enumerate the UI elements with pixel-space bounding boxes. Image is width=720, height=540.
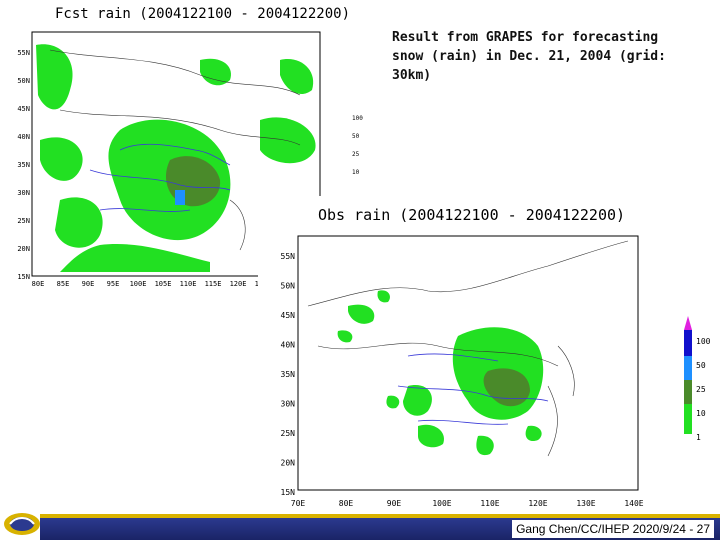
obs-lat-label: 45N <box>281 311 296 320</box>
forecast-rain-areas <box>36 44 316 272</box>
obs-lat-label: 20N <box>281 459 296 468</box>
observation-rain-areas <box>337 290 544 456</box>
forecast-lon-label: 85E <box>57 280 70 288</box>
obs-lat-label: 25N <box>281 429 296 438</box>
forecast-cb-label: 100 <box>352 115 363 122</box>
forecast-lat-label: 45N <box>17 105 30 113</box>
obs-lon-label: 80E <box>339 499 354 508</box>
forecast-map-panel: Fcst rain (2004122100 - 2004122200) 55N 5… <box>0 0 363 300</box>
obs-lon-label: 140E <box>624 499 643 508</box>
obs-lon-label: 90E <box>387 499 402 508</box>
forecast-lat-label: 55N <box>17 49 30 57</box>
forecast-lon-label: 90E <box>82 280 95 288</box>
forecast-lat-label: 25N <box>17 217 30 225</box>
forecast-lat-label: 40N <box>17 133 30 141</box>
footer-credit: Gang Chen/CC/IHEP 2020/9/24 - 27 <box>512 520 714 538</box>
obs-lat-label: 15N <box>281 488 296 497</box>
forecast-lat-label: 20N <box>17 245 30 253</box>
obs-cb-label: 50 <box>696 361 706 370</box>
obs-cb-label: 100 <box>696 337 711 346</box>
observation-colorbar <box>684 316 692 434</box>
forecast-cb-label: 50 <box>352 133 360 140</box>
forecast-title: Fcst rain (2004122100 - 2004122200) <box>55 6 351 22</box>
forecast-lon-label: 105E <box>155 280 172 288</box>
observation-map-panel: Obs rain (2004122100 - 2004122200) 55N 50… <box>258 196 720 514</box>
caption-text: Result from GRAPES for forecasting snow … <box>392 30 666 83</box>
forecast-lat-label: 30N <box>17 189 30 197</box>
ihep-logo-icon <box>4 513 40 535</box>
obs-lat-label: 50N <box>281 282 296 291</box>
forecast-map: 55N 50N 45N 40N 35N 30N 25N 20N 15N 80E 85E 90E 95E… <box>17 31 321 288</box>
observation-title: Obs rain (2004122100 - 2004122200) <box>318 206 626 224</box>
forecast-lon-label: 100E <box>130 280 147 288</box>
forecast-lon-label: 115E <box>205 280 222 288</box>
obs-cb-label: 10 <box>696 409 706 418</box>
forecast-lon-label: 80E <box>32 280 45 288</box>
obs-lon-label: 130E <box>576 499 595 508</box>
forecast-lat-label: 35N <box>17 161 30 169</box>
forecast-colorbar-labels: 100 50 25 10 <box>352 110 363 182</box>
observation-map: 55N 50N 45N 40N 35N 30N 25N 20N 15N 70E 80E 90E 100… <box>281 235 692 508</box>
obs-lat-label: 55N <box>281 252 296 261</box>
obs-lon-label: 110E <box>480 499 499 508</box>
obs-lon-label: 70E <box>291 499 306 508</box>
obs-lat-label: 35N <box>281 370 296 379</box>
footer-stripe <box>40 514 720 518</box>
forecast-lon-label: 110E <box>180 280 197 288</box>
obs-lat-label: 30N <box>281 400 296 409</box>
forecast-lon-label: 120E <box>230 280 247 288</box>
forecast-lon-label: 95E <box>107 280 120 288</box>
obs-lon-label: 100E <box>432 499 451 508</box>
obs-lat-label: 40N <box>281 341 296 350</box>
forecast-cb-label: 10 <box>352 169 360 176</box>
obs-cb-label: 25 <box>696 385 706 394</box>
forecast-lat-label: 15N <box>17 273 30 281</box>
obs-cb-label: 1 <box>696 433 701 442</box>
obs-lon-label: 120E <box>528 499 547 508</box>
forecast-cb-label: 25 <box>352 151 360 158</box>
forecast-lat-label: 50N <box>17 77 30 85</box>
observation-colorbar-labels: 100 50 25 10 1 <box>696 330 710 450</box>
